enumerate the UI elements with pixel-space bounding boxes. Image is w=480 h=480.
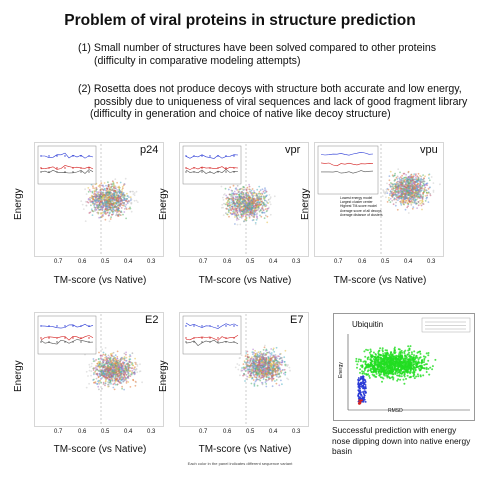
xtick: 0.3: [147, 429, 156, 435]
xtick: 0.7: [199, 259, 208, 265]
ylabel-e7: Energy: [158, 360, 169, 392]
vpu-legend: Lowest energy model Largest cluster cent…: [340, 196, 383, 217]
xtick: 0.6: [223, 429, 232, 435]
ylabel-vpu: Energy: [300, 188, 311, 220]
xtick: 0.4: [124, 259, 133, 265]
xlabel-vpr: TM-score (vs Native): [198, 275, 292, 286]
xtick: 0.3: [292, 259, 301, 265]
xlabel-vpu: TM-score (vs Native): [333, 275, 427, 286]
ubiquitin-xlabel: RMSD: [388, 408, 403, 414]
ubiquitin-legend: [421, 317, 471, 333]
ubiquitin-label: Ubiquitin: [352, 320, 384, 329]
panel-vpu: [314, 142, 444, 257]
legend-item: Average score of all decoys: [340, 208, 382, 213]
panel-e7: [179, 312, 309, 427]
scatter-plot-vpr: [179, 142, 309, 257]
xtick: 0.5: [246, 429, 255, 435]
xtick: 0.4: [269, 259, 278, 265]
point-2: (2) Rosetta does not produce decoys with…: [78, 83, 473, 121]
xtick: 0.6: [358, 259, 367, 265]
xtick: 0.3: [292, 429, 301, 435]
panel-label-e7: E7: [290, 314, 304, 326]
ubiquitin-native-basin: [357, 375, 367, 405]
ubiquitin-scatter: [347, 317, 471, 411]
ylabel-vpr: Energy: [158, 188, 169, 220]
xtick: 0.4: [269, 429, 278, 435]
xtick: 0.5: [381, 259, 390, 265]
scatter-plot-e2: [34, 312, 164, 427]
legend-item: Average distance of clusters: [340, 212, 383, 217]
inset-chart: [182, 315, 242, 355]
xtick: 0.7: [199, 429, 208, 435]
panel-label-vpu: vpu: [420, 144, 438, 156]
legend-item: Largest cluster center: [340, 200, 373, 205]
xtick: 0.6: [223, 259, 232, 265]
inset-chart: [37, 315, 97, 355]
panel-p24: [34, 142, 164, 257]
legend-item: Lowest energy model: [340, 196, 373, 200]
page-title: Problem of viral proteins in structure p…: [64, 12, 416, 29]
xtick: 0.6: [78, 429, 87, 435]
xlabel-e7: TM-score (vs Native): [198, 444, 292, 455]
point-2-line-2: possibly due to uniqueness of viral sequ…: [94, 95, 468, 108]
xtick: 0.7: [334, 259, 343, 265]
legend-item: Highest TM-score model: [340, 204, 377, 209]
ubiquitin-decoys: [355, 345, 437, 385]
panel-label-vpr: vpr: [285, 144, 301, 156]
point-1-line-2: (difficulty in comparative modeling atte…: [94, 54, 301, 67]
xtick: 0.5: [246, 259, 255, 265]
panel-ubiquitin: [333, 313, 475, 421]
xtick: 0.3: [147, 259, 156, 265]
inset-chart: [37, 145, 97, 185]
point-1: (1) Small number of structures have been…: [78, 42, 473, 67]
ubiquitin-caption: Successful prediction with energy nose d…: [332, 425, 471, 456]
xtick: 0.6: [78, 259, 87, 265]
xtick: 0.4: [404, 259, 413, 265]
panel-e2: [34, 312, 164, 427]
xtick: 0.5: [101, 259, 110, 265]
inset-chart: [182, 145, 242, 185]
xtick: 0.5: [101, 429, 110, 435]
scatter-plot-vpu: [314, 142, 444, 257]
ubiquitin-ylabel: Energy: [338, 362, 344, 378]
footnote: Each color in the panel indicates differ…: [187, 461, 293, 466]
ylabel-e2: Energy: [13, 360, 24, 392]
point-2-line-3: (difficulty in generation and choice of …: [90, 108, 391, 120]
scatter-plot-e7: [179, 312, 309, 427]
xlabel-e2: TM-score (vs Native): [53, 444, 147, 455]
panel-label-e2: E2: [145, 314, 159, 326]
xtick: 0.4: [124, 429, 133, 435]
decoy-cloud: [80, 177, 139, 223]
panel-label-p24: p24: [140, 144, 159, 156]
xtick: 0.7: [54, 259, 63, 265]
decoy-cloud: [234, 344, 291, 388]
ylabel-p24: Energy: [13, 188, 24, 220]
point-1-line-1: (1) Small number of structures have been…: [78, 42, 437, 54]
panel-vpr: [179, 142, 309, 257]
xlabel-p24: TM-score (vs Native): [53, 275, 147, 286]
scatter-plot-p24: [34, 142, 164, 257]
point-2-line-1: (2) Rosetta does not produce decoys with…: [78, 83, 462, 95]
decoy-cloud: [380, 168, 441, 214]
vpu-inset-chart: [317, 145, 379, 195]
decoy-cloud: [84, 347, 143, 391]
decoy-cloud: [220, 183, 276, 226]
xtick: 0.7: [54, 429, 63, 435]
xtick: 0.3: [427, 259, 436, 265]
